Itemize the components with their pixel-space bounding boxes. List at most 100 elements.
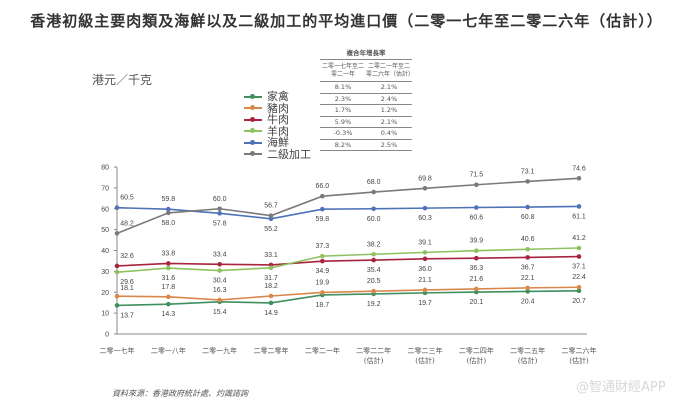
data-label: 74.6 <box>572 165 586 172</box>
data-point <box>474 286 479 292</box>
data-label: 37.1 <box>572 264 586 271</box>
data-point <box>576 204 582 209</box>
data-label: 20.1 <box>470 299 484 306</box>
data-point <box>217 268 222 273</box>
data-label: 31.6 <box>162 275 176 282</box>
data-point <box>320 290 325 295</box>
data-label: 58.0 <box>162 220 176 227</box>
data-point <box>525 246 530 252</box>
data-point <box>114 231 120 236</box>
data-point <box>166 294 171 300</box>
series-line <box>116 205 580 220</box>
data-label: 39.1 <box>418 239 432 246</box>
y-tick-label: 70 <box>101 185 109 192</box>
legend-swatch-icon <box>244 93 262 99</box>
data-point <box>422 185 428 191</box>
x-tick-label: 二零一七年 <box>99 347 135 355</box>
cagr-table-title: 複合年增長率 <box>320 47 412 60</box>
data-label: 19.2 <box>367 301 381 308</box>
data-point <box>371 206 376 212</box>
data-point <box>217 261 222 267</box>
data-point <box>525 179 530 184</box>
legend-swatch-icon <box>244 128 262 134</box>
data-point <box>114 269 120 275</box>
data-label: 18.2 <box>264 283 278 290</box>
data-label: 39.9 <box>470 238 484 245</box>
cagr-header-2017-2021: 二零一七年至二零二一年 <box>321 63 364 78</box>
source-note: 資料來源：香港政府統計處、灼識諮詢 <box>112 389 248 398</box>
x-tick-label: 二零二六年 (估計) <box>561 347 597 365</box>
y-tick-label: 40 <box>101 248 109 255</box>
data-label: 18.7 <box>316 302 330 309</box>
data-point <box>320 193 325 199</box>
data-point <box>166 210 171 216</box>
x-tick-label: 二零二二年 (估計) <box>356 347 392 365</box>
data-label: 20.5 <box>367 278 381 285</box>
data-point <box>525 289 530 294</box>
y-tick-label: 60 <box>101 206 109 213</box>
data-label: 60.6 <box>470 214 484 221</box>
data-label: 16.3 <box>213 287 227 294</box>
legend-item-mutton: 羊肉 <box>244 125 311 138</box>
data-label: 48.2 <box>120 220 134 227</box>
data-label: 19.7 <box>418 300 432 307</box>
data-label: 57.8 <box>213 220 227 227</box>
x-tick-label: 二零二四年 (估計) <box>458 347 494 365</box>
data-label: 20.4 <box>521 298 535 305</box>
data-label: 60.8 <box>521 214 535 221</box>
cagr-row: 1.7% 1.2% <box>320 105 412 117</box>
data-point <box>320 206 325 212</box>
data-label: 37.3 <box>316 243 330 250</box>
x-tick-label: 二零一八年 <box>150 347 186 355</box>
data-point <box>217 206 222 212</box>
data-point <box>320 258 325 264</box>
y-axis-unit-label: 港元／千克 <box>92 73 153 87</box>
cagr-table-header: 二零一七年至二零二一年 二零二一年至二零二六年（估計） <box>320 63 414 82</box>
legend-item-poultry: 家禽 <box>244 91 311 103</box>
data-label: 55.2 <box>264 226 278 233</box>
data-point <box>576 288 582 294</box>
legend-item-seafood: 海鮮 <box>244 137 311 149</box>
data-point <box>114 205 120 211</box>
cagr-row: 8.1% 2.1% <box>320 82 412 94</box>
data-point <box>268 293 274 299</box>
data-label: 21.1 <box>418 277 432 284</box>
data-label: 17.8 <box>162 284 176 291</box>
data-point <box>320 253 325 259</box>
data-label: 14.3 <box>162 311 176 318</box>
data-point <box>166 265 171 271</box>
data-point <box>525 204 530 210</box>
data-point <box>474 182 479 188</box>
legend-item-secondary-processing: 二級加工 <box>244 148 311 161</box>
data-label: 33.1 <box>264 252 278 259</box>
cagr-row: 2.3% 2.4% <box>320 94 412 105</box>
y-tick-label: 20 <box>101 290 109 297</box>
chart-title: 香港初級主要肉類及海鮮以及二級加工的平均進口價（二零一七年至二零二六年（估計）） <box>30 12 663 30</box>
y-tick-label: 0 <box>105 332 109 339</box>
watermark: @智通財經APP <box>576 380 666 395</box>
x-tick-label: 二零二一年 <box>304 347 340 355</box>
data-point <box>114 293 120 299</box>
data-point <box>576 284 582 290</box>
cagr-row: 8.2% 2.5% <box>320 140 412 151</box>
data-label: 18.1 <box>120 285 134 292</box>
data-label: 40.6 <box>521 236 535 243</box>
data-label: 61.1 <box>572 213 586 220</box>
series-line <box>116 177 580 235</box>
data-label: 36.3 <box>470 265 484 272</box>
legend-swatch-icon <box>244 105 262 111</box>
y-tick-label: 10 <box>101 311 109 318</box>
series-line <box>116 255 580 267</box>
data-label: 60.0 <box>367 216 381 223</box>
data-label: 69.8 <box>418 175 432 182</box>
y-tick-label: 30 <box>101 269 109 276</box>
data-point <box>576 254 582 259</box>
data-label: 31.7 <box>264 275 278 282</box>
data-label: 35.4 <box>367 267 381 274</box>
series-line <box>116 286 580 301</box>
data-label: 32.6 <box>120 253 134 260</box>
data-label: 19.9 <box>316 279 330 286</box>
legend-swatch-icon <box>244 139 262 145</box>
data-point <box>268 300 274 306</box>
data-point <box>422 205 428 211</box>
